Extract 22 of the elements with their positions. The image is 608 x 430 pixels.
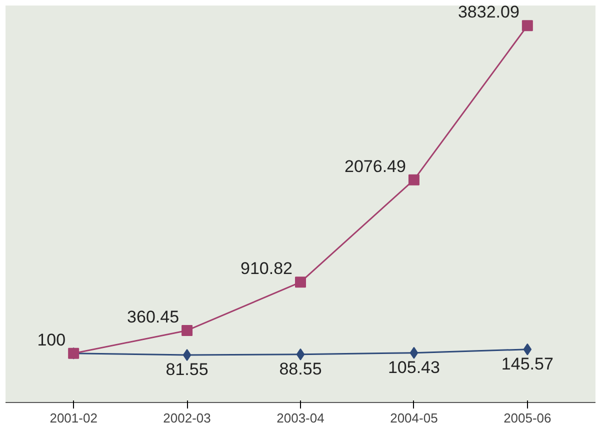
x-tick-label: 2004-05: [390, 410, 438, 426]
data-label: 910.82: [240, 259, 293, 278]
point: [182, 348, 192, 361]
data-label: 88.55: [279, 359, 322, 378]
x-tick-label: 2005-06: [504, 410, 552, 426]
point: [296, 348, 305, 360]
point: [182, 324, 193, 336]
data-label: 360.45: [127, 307, 180, 326]
point: [522, 20, 533, 32]
x-tick-label: 2003-04: [276, 410, 324, 426]
data-label: 100: [37, 330, 66, 350]
point: [523, 343, 532, 356]
x-tick-label: 2002-03: [163, 410, 211, 426]
data-label: 2076.49: [344, 156, 406, 176]
data-label: 105.43: [388, 358, 440, 377]
data-label: 145.57: [501, 354, 554, 374]
data-label: 81.55: [166, 360, 208, 379]
x-tick-label: 2001-02: [50, 410, 98, 426]
data-label: 3832.09: [458, 2, 520, 22]
point: [408, 174, 420, 186]
point: [295, 276, 306, 288]
point: [410, 346, 418, 359]
